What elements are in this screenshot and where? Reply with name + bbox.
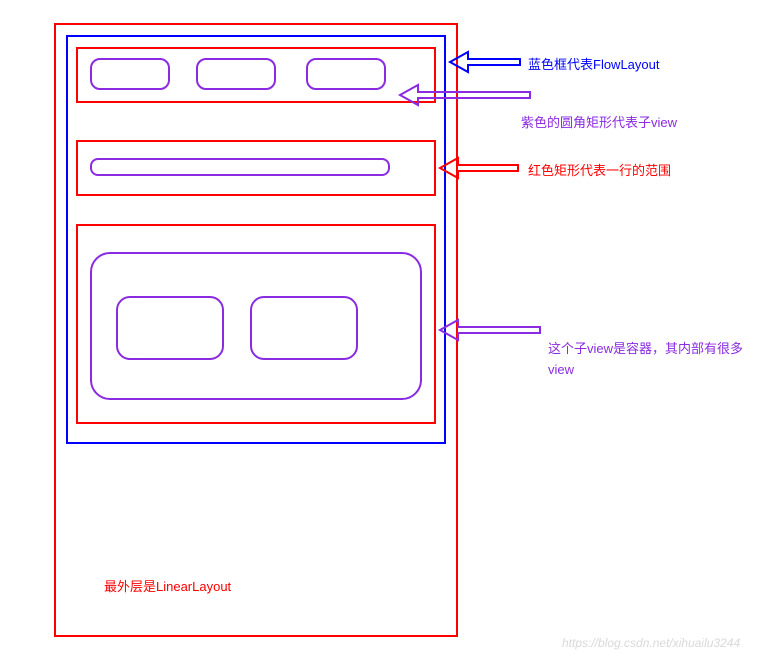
label-linear: 最外层是LinearLayout (104, 576, 231, 595)
arrow-purple2 (0, 0, 777, 657)
watermark: https://blog.csdn.net/xihuailu3244 (562, 636, 740, 650)
label-blue: 蓝色框代表FlowLayout (528, 54, 659, 73)
label-purple1: 紫色的圆角矩形代表子view (521, 112, 677, 131)
label-purple2b: view (548, 362, 574, 377)
label-purple2a: 这个子view是容器，其内部有很多 (548, 338, 743, 357)
diagram-canvas: 蓝色框代表FlowLayout 紫色的圆角矩形代表子view 红色矩形代表一行的… (0, 0, 777, 657)
label-red: 红色矩形代表一行的范围 (528, 160, 671, 179)
